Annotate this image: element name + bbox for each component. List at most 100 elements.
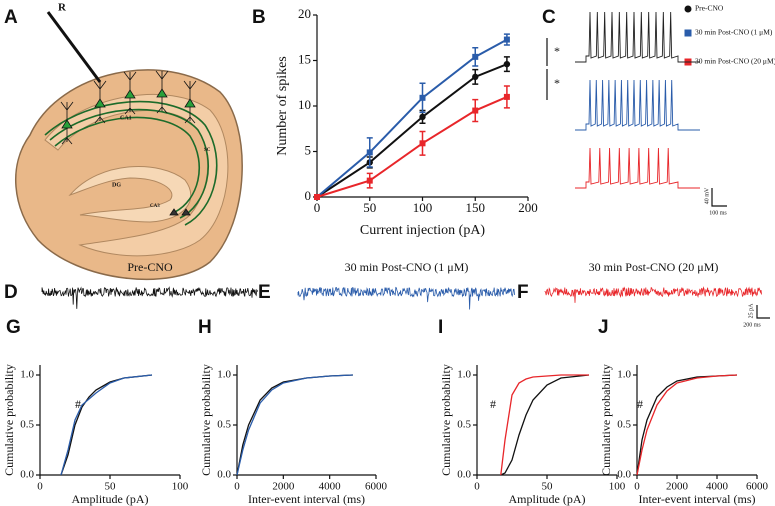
marker [419, 94, 426, 101]
series-line [500, 374, 589, 476]
x-axis-label: Inter-event interval (ms) [638, 492, 755, 506]
x-axis-label: Amplitude (pA) [509, 492, 586, 506]
trace-title: 30 min Post-CNO (1 μM) [345, 260, 469, 274]
legend-label: 30 min Post-CNO (20 μM) [695, 57, 775, 66]
scale-label: 25 pA [748, 303, 754, 319]
series-line [316, 63, 508, 198]
marker [503, 93, 510, 100]
x-tick-label: 0 [474, 481, 480, 493]
panel-label: F [517, 282, 529, 303]
series-line [60, 374, 153, 476]
y-axis-label: Number of spikes [275, 56, 290, 156]
scale-label: 200 ms [743, 322, 761, 328]
marker [366, 177, 373, 184]
series-line [636, 374, 738, 476]
y-tick-label: 5 [305, 142, 312, 157]
y-tick-label: 20 [298, 6, 311, 21]
y-axis-label: Cumulative probability [2, 364, 16, 476]
marker [366, 149, 373, 156]
series-line [60, 374, 153, 476]
marker [472, 53, 479, 60]
x-tick-label: 6000 [365, 481, 388, 493]
y-tick-label: 0.0 [617, 469, 631, 481]
trace-title: Pre-CNO [127, 260, 173, 274]
annotation: # [490, 397, 496, 411]
x-tick-label: 2000 [666, 481, 689, 493]
panel-label: E [258, 282, 271, 303]
x-axis-label: Current injection (pA) [360, 223, 486, 238]
axis [636, 365, 757, 476]
panel-label: H [198, 317, 212, 338]
axis [476, 365, 617, 476]
y-tick-label: 0.0 [457, 469, 471, 481]
voltage-trace [575, 147, 700, 189]
panel-label: D [4, 282, 18, 303]
scale-bar [756, 305, 770, 319]
electrode [46, 11, 102, 83]
annotation: * [554, 44, 560, 58]
y-tick-label: 0.5 [457, 419, 471, 431]
voltage-trace [575, 79, 700, 131]
diagram-label: DG [112, 182, 121, 188]
series-line [316, 95, 508, 198]
legend-label: 30 min Post-CNO (1 μM) [695, 28, 773, 37]
marker [419, 140, 426, 147]
y-tick-label: 10 [298, 97, 311, 112]
y-tick-label: 0 [305, 188, 312, 203]
y-tick-label: 0.5 [20, 419, 34, 431]
diagram-label: SC [204, 148, 211, 153]
dendrites [60, 70, 197, 145]
current-trace [297, 286, 515, 310]
y-axis-label: Cumulative probability [599, 364, 613, 476]
panel-label: G [6, 317, 21, 338]
y-tick-label: 1.0 [617, 369, 631, 381]
y-axis-label: Cumulative probability [199, 364, 213, 476]
y-axis-label: Cumulative probability [439, 364, 453, 476]
x-tick-label: 50 [363, 200, 376, 215]
panel-label: B [252, 7, 266, 28]
marker [419, 113, 426, 121]
scale-label: 100 ms [709, 210, 727, 216]
y-tick-label: 0.5 [617, 419, 631, 431]
panel-label: I [438, 317, 443, 338]
x-tick-label: 0 [634, 481, 640, 493]
marker [314, 194, 320, 200]
current-trace [41, 286, 259, 309]
x-tick-label: 100 [413, 200, 433, 215]
scale-label: 40 mV [704, 187, 710, 204]
series-line [316, 38, 508, 198]
y-tick-label: 1.0 [20, 369, 34, 381]
annotation: # [637, 397, 643, 411]
y-tick-label: 1.0 [217, 369, 231, 381]
axis [236, 365, 376, 476]
x-tick-label: 200 [518, 200, 538, 215]
panel-label: C [542, 7, 556, 28]
voltage-trace [575, 11, 700, 63]
series-line [636, 374, 738, 476]
neurons [61, 88, 196, 216]
diagram-label: R [58, 2, 67, 14]
x-tick-label: 0 [37, 481, 43, 493]
x-tick-label: 2000 [272, 481, 295, 493]
legend-marker [684, 29, 692, 37]
x-tick-label: 0 [234, 481, 240, 493]
trace-title: 30 min Post-CNO (20 μM) [589, 260, 719, 274]
x-tick-label: 4000 [706, 481, 729, 493]
x-tick-label: 150 [466, 200, 486, 215]
marker [472, 73, 479, 81]
marker [472, 107, 479, 114]
series-line [236, 374, 353, 476]
panel-label: A [4, 7, 18, 28]
y-tick-label: 1.0 [457, 369, 471, 381]
y-tick-label: 15 [298, 51, 311, 66]
marker [503, 60, 511, 68]
x-tick-label: 100 [609, 481, 626, 493]
y-tick-label: 0.5 [217, 419, 231, 431]
scale-bar [711, 188, 727, 207]
series-line [500, 374, 590, 476]
current-trace [544, 286, 762, 303]
legend-marker [684, 5, 692, 13]
y-tick-label: 0.0 [20, 469, 34, 481]
x-tick-label: 50 [105, 481, 117, 493]
